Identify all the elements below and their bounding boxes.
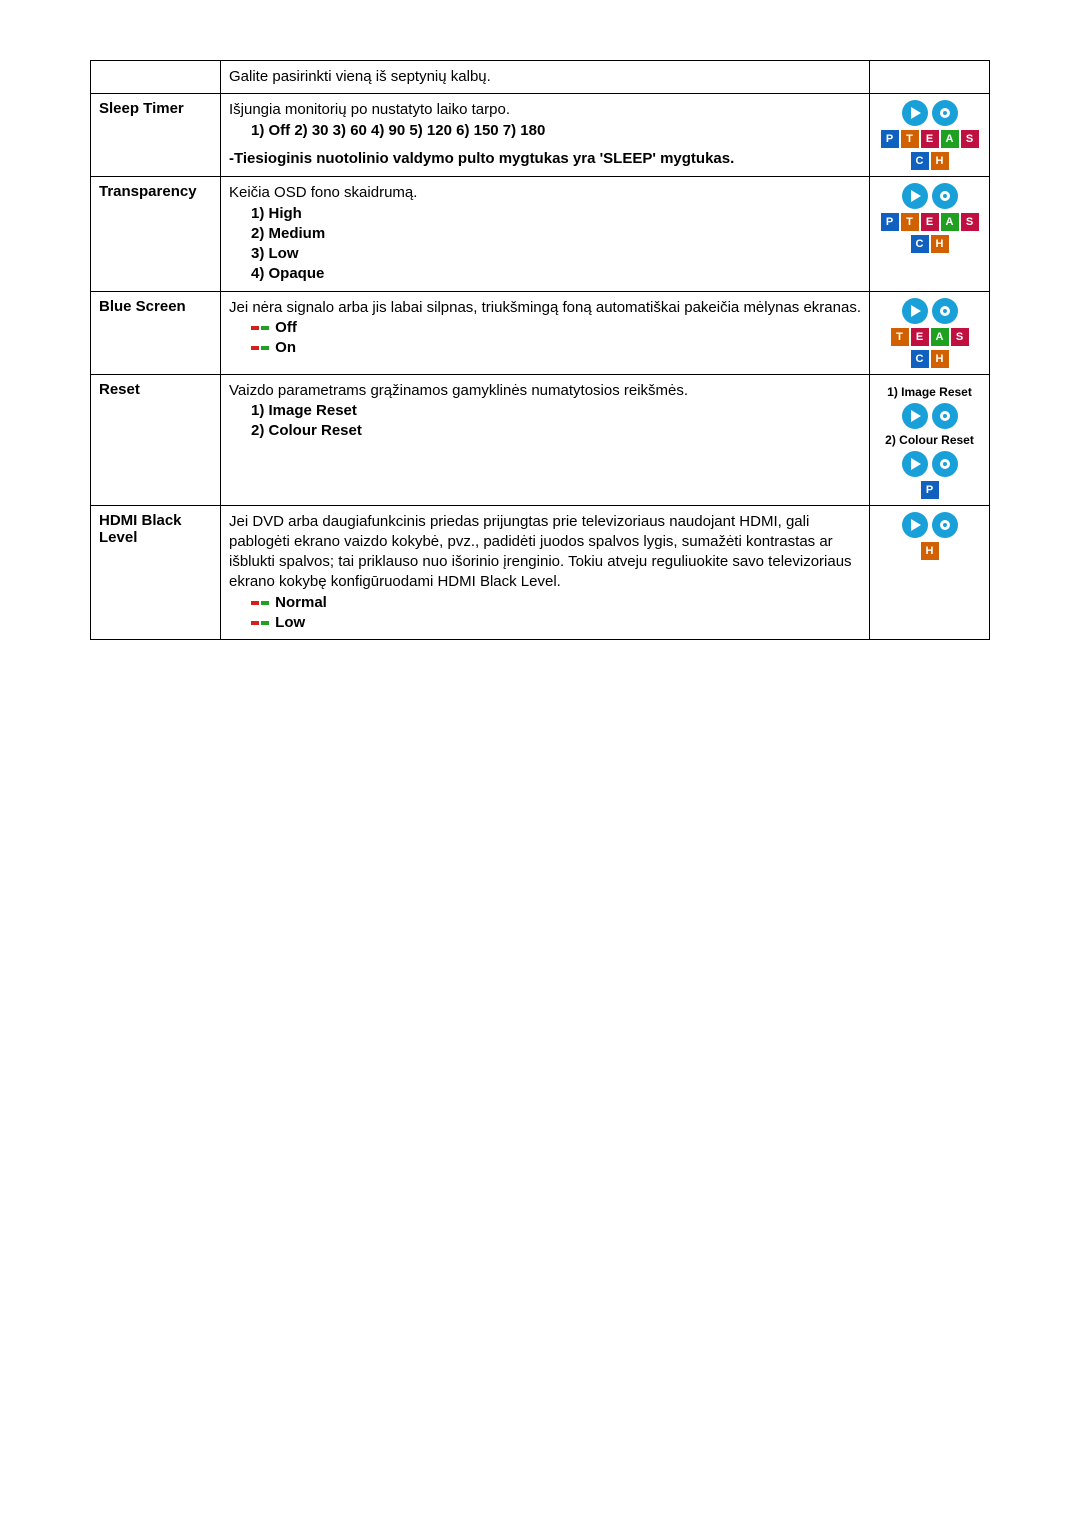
- stop-icon: [932, 512, 958, 538]
- trans-opt-4: 4) Opaque: [229, 265, 324, 282]
- trans-desc-text: Keičia OSD fono skaidrumą.: [229, 184, 417, 201]
- badge-h: H: [931, 235, 949, 253]
- stop-icon: [932, 451, 958, 477]
- stop-icon: [932, 403, 958, 429]
- trans-opt-3: 3) Low: [229, 245, 299, 262]
- label-blue-screen: Blue Screen: [91, 291, 221, 374]
- badge-c: C: [911, 235, 929, 253]
- badge-s: S: [951, 328, 969, 346]
- badge-s: S: [961, 213, 979, 231]
- badge-c: C: [911, 350, 929, 368]
- blue-opt-on: On: [229, 339, 296, 356]
- icons-sleep-timer: P T E A S C H: [870, 94, 990, 177]
- icons-language: [870, 61, 990, 94]
- desc-reset: Vaizdo parametrams grąžinamos gamyklinės…: [221, 374, 870, 505]
- row-reset: Reset Vaizdo parametrams grąžinamos gamy…: [91, 374, 990, 505]
- label-reset: Reset: [91, 374, 221, 505]
- badge-p: P: [881, 130, 899, 148]
- badge-p: P: [921, 481, 939, 499]
- reset-icon-label-2: 2) Colour Reset: [878, 433, 981, 447]
- desc-language: Galite pasirinkti vieną iš septynių kalb…: [221, 61, 870, 94]
- badge-h: H: [921, 542, 939, 560]
- stop-icon: [932, 100, 958, 126]
- play-icon: [902, 451, 928, 477]
- trans-opt-1: 1) High: [229, 205, 302, 222]
- stop-icon: [932, 183, 958, 209]
- play-icon: [902, 403, 928, 429]
- stop-icon: [932, 298, 958, 324]
- badge-a: A: [941, 213, 959, 231]
- icons-hdmi-black-level: H: [870, 505, 990, 640]
- sleep-desc-text: Išjungia monitorių po nustatyto laiko ta…: [229, 101, 510, 118]
- label-sleep-timer: Sleep Timer: [91, 94, 221, 177]
- badge-t: T: [891, 328, 909, 346]
- play-icon: [902, 512, 928, 538]
- reset-icon-label-1: 1) Image Reset: [878, 385, 981, 399]
- blue-desc-text: Jei nėra signalo arba jis labai silpnas,…: [229, 299, 861, 316]
- badge-t: T: [901, 130, 919, 148]
- desc-hdmi-black-level: Jei DVD arba daugiafunkcinis priedas pri…: [221, 505, 870, 640]
- badge-p: P: [881, 213, 899, 231]
- desc-sleep-timer: Išjungia monitorių po nustatyto laiko ta…: [221, 94, 870, 177]
- sleep-note: -Tiesioginis nuotolinio valdymo pulto my…: [229, 150, 734, 167]
- row-transparency: Transparency Keičia OSD fono skaidrumą. …: [91, 177, 990, 291]
- badge-h: H: [931, 350, 949, 368]
- play-icon: [902, 183, 928, 209]
- reset-opt-1: 1) Image Reset: [229, 402, 357, 419]
- badge-e: E: [921, 213, 939, 231]
- icons-transparency: P T E A S C H: [870, 177, 990, 291]
- row-sleep-timer: Sleep Timer Išjungia monitorių po nustat…: [91, 94, 990, 177]
- badge-h: H: [931, 152, 949, 170]
- label-transparency: Transparency: [91, 177, 221, 291]
- blue-opt-off: Off: [229, 319, 297, 336]
- play-icon: [902, 298, 928, 324]
- badge-s: S: [961, 130, 979, 148]
- badge-t: T: [901, 213, 919, 231]
- label-hdmi-black-level: HDMI Black Level: [91, 505, 221, 640]
- hdmi-opt-normal: Normal: [229, 594, 327, 611]
- settings-table: Galite pasirinkti vieną iš septynių kalb…: [90, 60, 990, 640]
- desc-blue-screen: Jei nėra signalo arba jis labai silpnas,…: [221, 291, 870, 374]
- badge-e: E: [911, 328, 929, 346]
- reset-opt-2: 2) Colour Reset: [229, 422, 362, 439]
- row-hdmi-black-level: HDMI Black Level Jei DVD arba daugiafunk…: [91, 505, 990, 640]
- desc-transparency: Keičia OSD fono skaidrumą. 1) High 2) Me…: [221, 177, 870, 291]
- icons-reset: 1) Image Reset 2) Colour Reset P: [870, 374, 990, 505]
- hdmi-opt-low: Low: [229, 614, 305, 631]
- badge-a: A: [931, 328, 949, 346]
- play-icon: [902, 100, 928, 126]
- row-language: Galite pasirinkti vieną iš septynių kalb…: [91, 61, 990, 94]
- sleep-options: 1) Off 2) 30 3) 60 4) 90 5) 120 6) 150 7…: [229, 122, 545, 139]
- badge-a: A: [941, 130, 959, 148]
- trans-opt-2: 2) Medium: [229, 225, 325, 242]
- icons-blue-screen: T E A S C H: [870, 291, 990, 374]
- badge-c: C: [911, 152, 929, 170]
- hdmi-desc-text: Jei DVD arba daugiafunkcinis priedas pri…: [229, 513, 852, 591]
- badge-e: E: [921, 130, 939, 148]
- label-language: [91, 61, 221, 94]
- row-blue-screen: Blue Screen Jei nėra signalo arba jis la…: [91, 291, 990, 374]
- reset-desc-text: Vaizdo parametrams grąžinamos gamyklinės…: [229, 382, 688, 399]
